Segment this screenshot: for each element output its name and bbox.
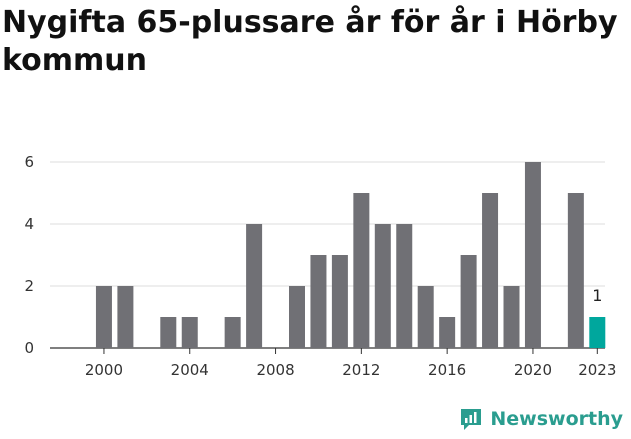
bar-2023	[589, 317, 606, 348]
y-tick-label: 2	[24, 277, 34, 295]
bar-2007	[246, 224, 263, 348]
bar-2006	[224, 317, 241, 348]
y-tick-label: 6	[24, 153, 34, 171]
bar-2020	[524, 162, 541, 348]
x-tick-label: 2000	[85, 361, 123, 379]
bar-2009	[289, 286, 305, 348]
x-tick-label: 2004	[171, 361, 209, 379]
bar-2017	[460, 255, 477, 348]
bar-2004	[181, 317, 198, 348]
bar-2014	[396, 224, 413, 348]
bar-2012	[353, 193, 370, 348]
bar-2000	[95, 286, 112, 348]
bar-2001	[117, 286, 134, 348]
bar-2019	[503, 286, 520, 348]
x-tick-label: 2020	[514, 361, 552, 379]
newsworthy-logo-icon	[461, 409, 482, 430]
bar-2022	[567, 193, 584, 348]
bar-2018	[482, 193, 499, 348]
bar-2015	[417, 286, 434, 348]
bar-2011	[331, 255, 348, 348]
y-tick-label: 0	[24, 339, 34, 357]
bar-2013	[374, 224, 391, 348]
y-tick-label: 4	[24, 215, 34, 233]
brand-name: Newsworthy	[490, 408, 623, 430]
x-tick-label: 2008	[256, 361, 294, 379]
x-tick-label: 2016	[428, 361, 466, 379]
x-tick-label: 2012	[342, 361, 380, 379]
data-label-2023: 1	[592, 286, 602, 305]
chart-title: Nygifta 65-plussare år för år i Hörby ko…	[2, 5, 618, 78]
bar-2003	[160, 317, 177, 348]
bar-2010	[310, 255, 327, 348]
x-tick-label: 2023	[578, 361, 616, 379]
newsworthy-brand: Newsworthy	[458, 405, 623, 433]
bar-2016	[439, 317, 456, 348]
